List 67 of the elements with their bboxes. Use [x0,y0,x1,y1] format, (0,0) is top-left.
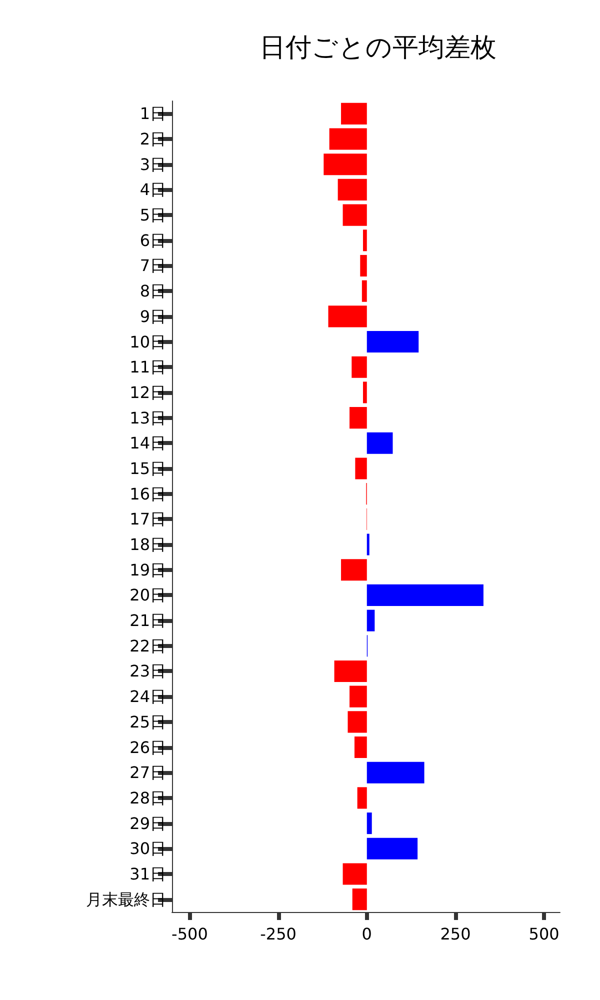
bar [354,736,367,758]
y-tick-label: 24日 [130,687,166,706]
y-tick-label: 21日 [130,611,166,630]
y-tick-label: 12日 [130,382,166,402]
y-tick-label: 16日 [130,484,166,504]
bar [334,660,367,682]
bar [362,280,367,302]
y-tick-label: 2日 [140,130,166,149]
y-tick-label: 1日 [140,104,166,124]
y-tick-label: 14日 [130,434,166,453]
x-tick-label: -500 [172,924,208,944]
y-tick-label: 19日 [130,560,166,580]
bar [329,128,367,150]
y-tick-label: 8日 [140,282,166,301]
y-tick-label: 11日 [130,358,166,377]
y-tick-label: 7日 [140,256,166,276]
y-tick-label: 22日 [130,636,166,656]
chart-title: 日付ごとの平均差枚 [260,33,496,63]
y-tick-label: 3日 [140,154,166,174]
y-tick-label: 27日 [130,763,166,782]
bar [362,230,367,252]
bar [324,154,367,176]
x-tick-label: 250 [440,924,471,944]
y-tick-label: 15日 [130,458,166,478]
y-tick-label: 30日 [130,839,166,858]
bar [362,382,367,404]
bar [366,812,372,834]
bar [366,534,370,556]
bar [352,356,367,378]
x-tick-label: 500 [528,924,560,944]
bar [328,306,367,328]
y-tick-label: 6日 [140,230,166,250]
bar [357,787,367,809]
bar [360,254,367,277]
bar [338,178,367,200]
bar [352,888,367,910]
y-tick-label: 13日 [130,408,166,428]
bar [350,686,367,708]
bar [366,584,484,606]
y-tick-label: 28日 [130,788,166,808]
y-tick-label: 10日 [130,332,166,352]
y-tick-label: 31日 [130,864,166,884]
bar [366,610,375,632]
bar [350,407,367,429]
y-tick-label: 23日 [130,662,166,681]
bar [341,102,367,124]
bar [366,762,424,784]
y-tick-label: 18日 [130,535,166,554]
bar [348,711,367,733]
y-tick-label: 20日 [130,586,166,605]
x-tick-label: -250 [260,924,296,944]
bar [342,863,367,885]
y-tick-label: 9日 [140,306,166,326]
bar [341,559,367,581]
bar [366,330,419,353]
y-tick-label: 26日 [130,738,166,757]
y-tick-label: 月末最終日 [86,890,166,909]
y-tick-label: 4日 [140,180,166,200]
y-tick-label: 5日 [140,206,166,225]
y-tick-label: 17日 [130,510,166,529]
y-tick-label: 25日 [130,712,166,732]
bar [366,432,393,454]
bar [366,838,418,860]
y-tick-label: 29日 [130,814,166,833]
bar [342,204,367,226]
bar [355,458,367,480]
x-tick-label: 0 [362,924,372,944]
